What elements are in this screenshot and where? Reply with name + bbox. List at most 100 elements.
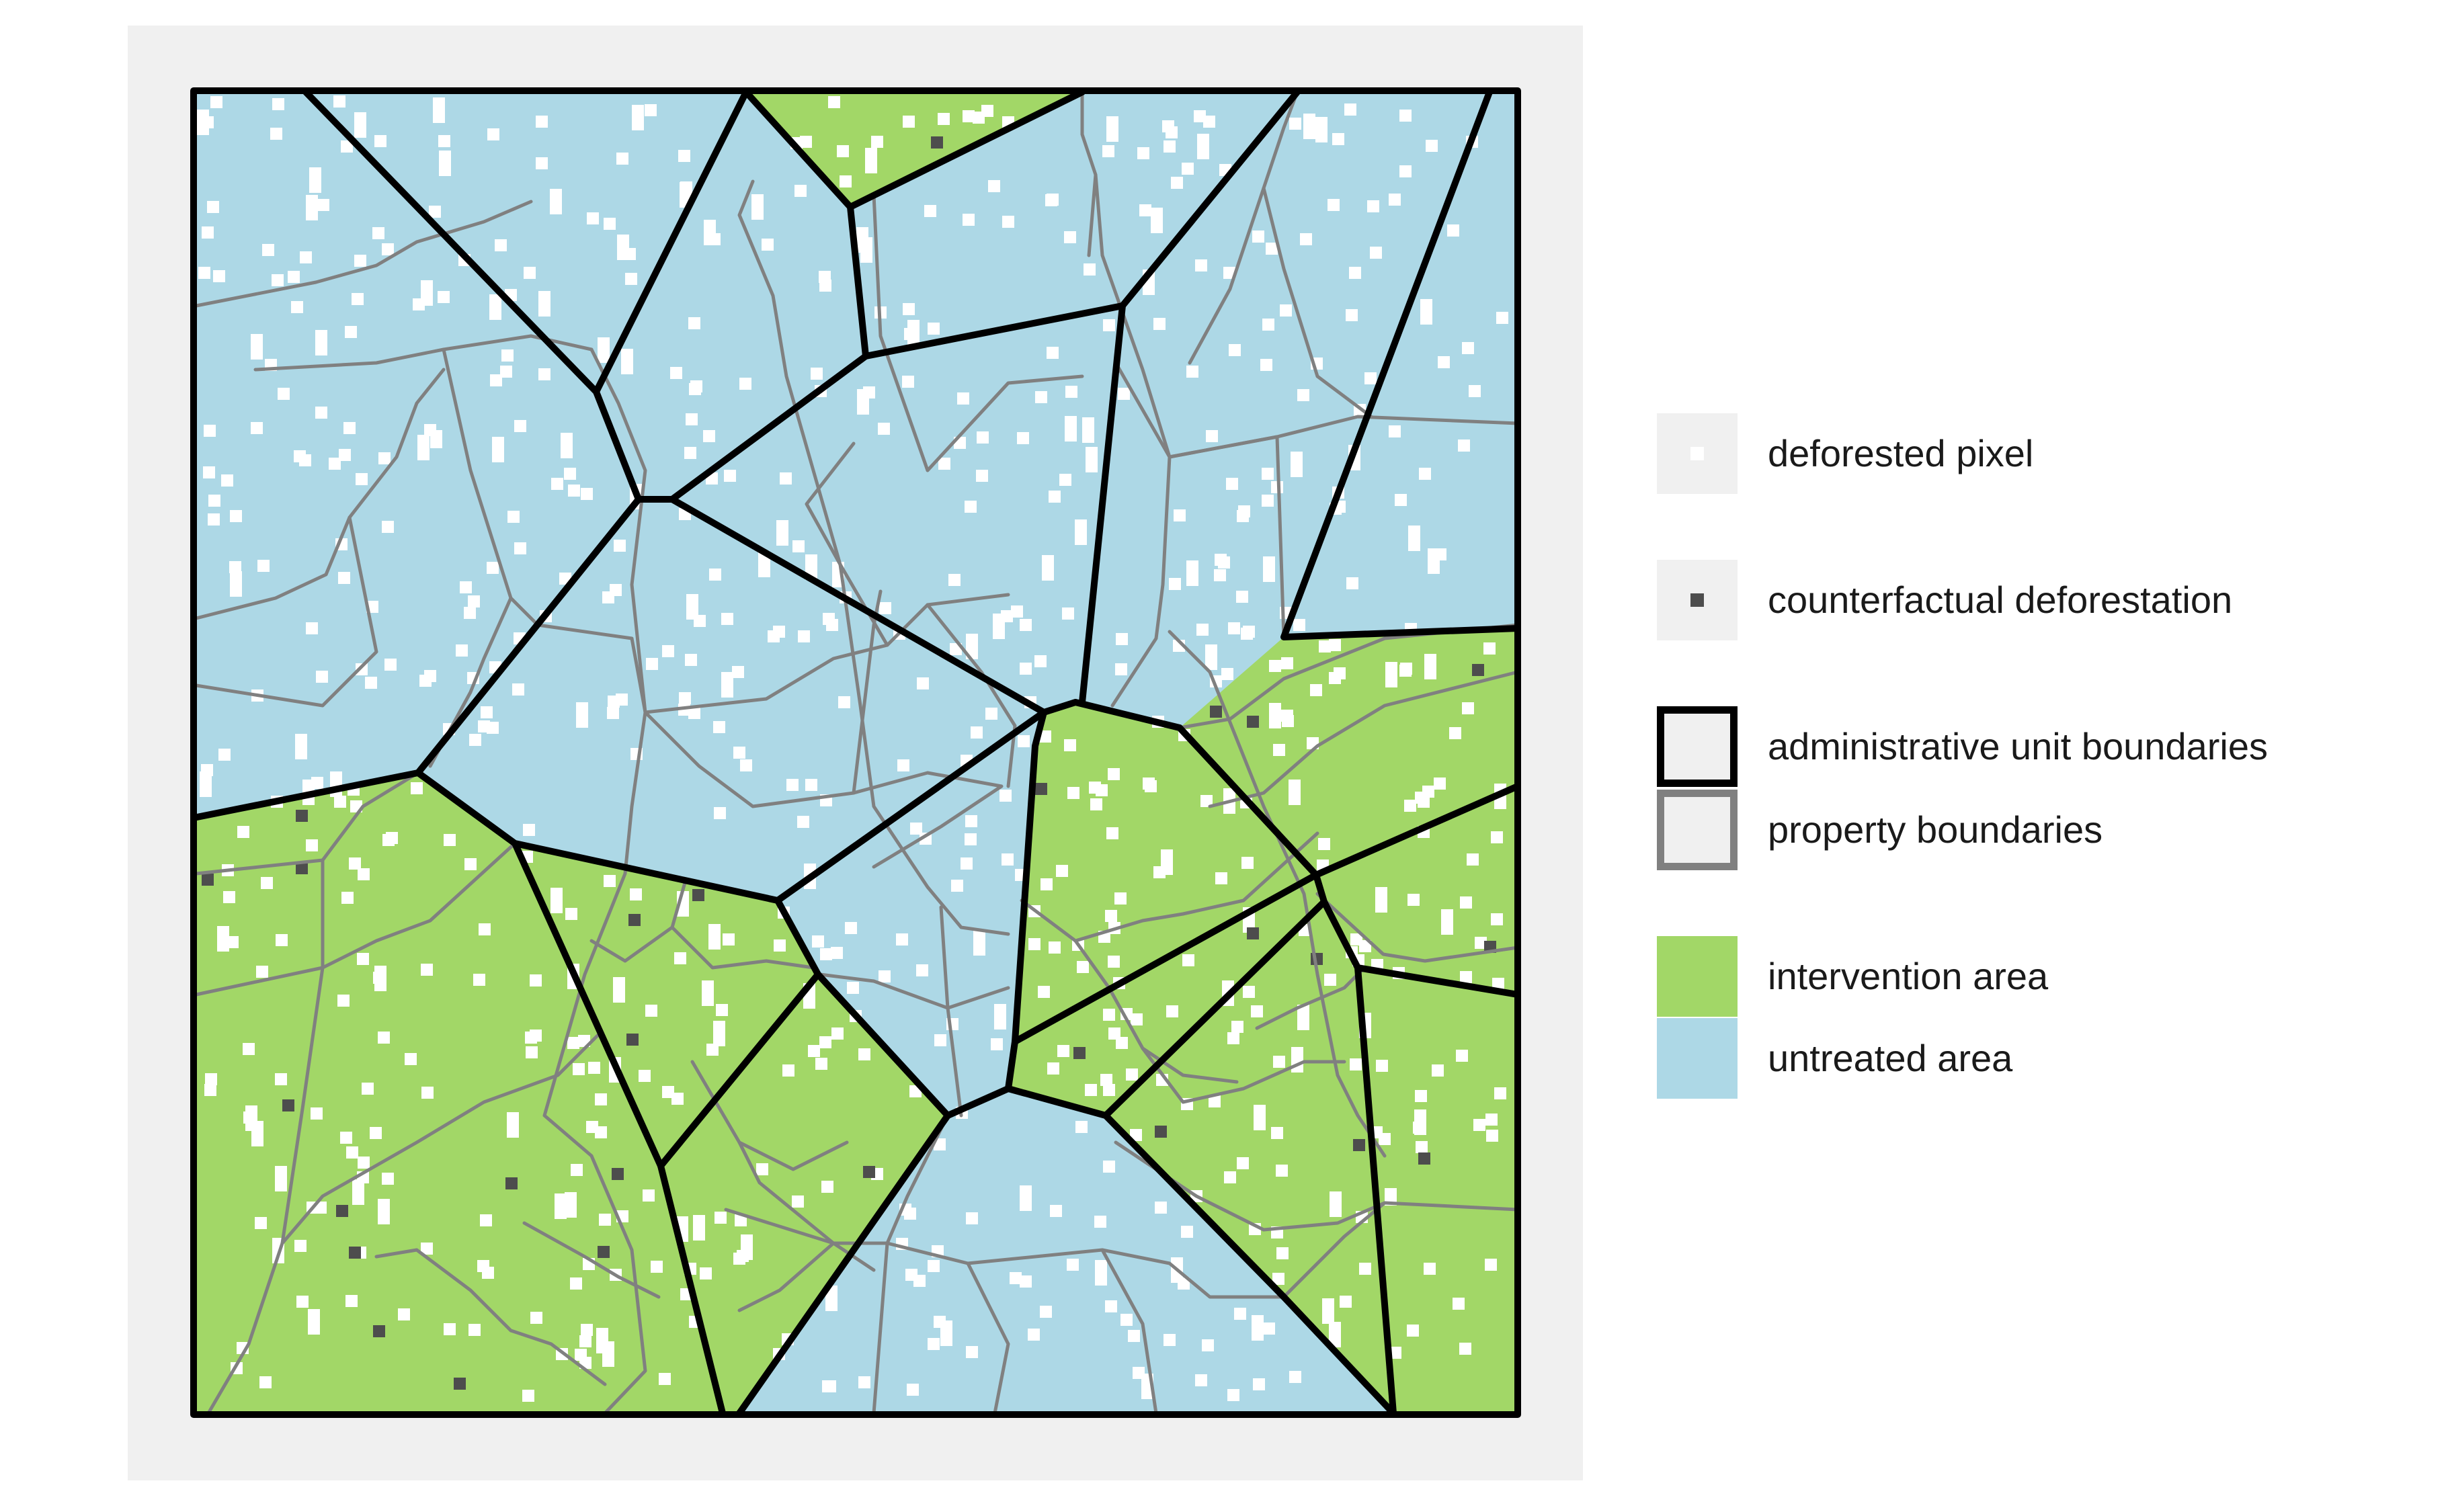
deforested-pixel [693,1215,705,1241]
deforested-pixel [567,1037,579,1049]
deforested-pixel [1332,133,1344,145]
deforested-pixel [1115,663,1127,675]
deforested-pixel [201,764,213,776]
deforested-pixel [792,1195,804,1208]
deforested-pixel [365,677,377,689]
deforested-pixel [573,1063,585,1075]
deforested-pixel [1214,569,1226,581]
deforested-pixel [1064,231,1076,243]
deforested-pixel [965,501,977,513]
deforested-pixel [243,1043,255,1055]
deforested-pixel [1195,1374,1207,1386]
deforested-pixel [896,933,908,946]
deforested-pixel [1447,224,1459,237]
deforested-pixel [308,1309,320,1335]
deforested-pixel [819,1036,831,1048]
deforested-pixel [1028,938,1040,950]
deforested-pixel [378,1032,390,1044]
deforested-pixel [295,734,307,759]
deforested-pixel [1293,619,1305,631]
deforested-pixel [957,392,969,405]
deforested-pixel [204,1084,216,1096]
deforested-pixel [1128,1330,1140,1342]
counterfactual-pixel [1247,716,1259,728]
legend-label: deforested pixel [1768,432,2034,474]
deforested-pixel [700,1267,712,1279]
deforested-pixel [1359,1263,1371,1275]
deforested-pixel [902,376,914,388]
deforested-pixel [1018,735,1030,747]
deforested-pixel [756,1163,768,1175]
deforested-pixel [1050,1205,1062,1217]
deforested-pixel [762,239,774,251]
legend-item-administrative-unit-boundaries: administrative unit boundaries [1657,706,2396,787]
deforested-pixel [1028,1329,1040,1341]
deforested-pixel [643,1189,655,1202]
deforested-pixel [1395,494,1407,506]
deforested-pixel [356,663,368,675]
deforested-pixel [1329,639,1341,651]
deforested-pixel [966,634,978,659]
deforested-pixel [341,892,354,904]
deforested-pixel [514,542,526,554]
deforested-pixel [916,964,928,976]
deforested-pixel [1376,1060,1388,1072]
deforested-pixel [382,1173,394,1185]
deforested-pixel [1227,1389,1239,1401]
deforested-pixel [1108,1027,1120,1040]
deforested-pixel [1202,1339,1214,1351]
deforested-pixel [1001,610,1013,622]
deforested-pixel [598,337,610,363]
deforested-pixel [524,267,536,279]
deforested-pixel [680,181,692,194]
deforested-pixel [198,267,210,279]
deforested-pixel [1065,386,1077,398]
deforested-pixel [417,435,430,460]
deforested-pixel [1103,319,1115,331]
deforested-pixel [536,157,548,169]
deforested-pixel [1303,114,1315,139]
deforested-pixel [800,136,812,148]
deforested-pixel [805,779,817,791]
counterfactual-pixel [692,889,704,901]
deforested-pixel [223,891,235,903]
deforested-pixel [948,574,961,586]
deforested-pixel [1067,1259,1079,1271]
deforested-pixel [203,466,215,478]
deforested-pixel [938,458,950,470]
deforested-pixel [910,823,922,835]
deforested-pixel [438,291,450,303]
deforested-pixel [1370,247,1382,259]
deforested-pixel [938,113,950,125]
deforested-pixel [621,349,633,374]
deforested-pixel [1346,577,1358,589]
deforested-pixel [257,560,270,572]
deforested-pixel [526,1046,538,1058]
deforested-pixel [924,205,936,217]
deforested-pixel [837,145,849,157]
deforested-pixel [1082,417,1094,443]
deforested-pixel [512,683,524,696]
deforested-pixel [398,1308,410,1320]
legend-key-untreated-area [1657,1018,1738,1099]
deforested-pixel [1266,243,1278,255]
deforested-pixel [651,1261,663,1273]
deforested-pixel [976,470,988,482]
deforested-pixel [965,833,977,845]
deforested-pixel [751,194,764,220]
deforested-pixel [1234,1308,1246,1320]
deforested-pixel [865,148,877,173]
deforested-pixel [1163,1334,1176,1346]
deforested-pixel [487,562,499,574]
counterfactual-pixel [349,1247,361,1259]
deforested-pixel [613,977,625,1003]
deforested-pixel [208,513,220,526]
deforested-pixel [1153,866,1166,878]
deforested-pixel [473,974,485,986]
counterfactual-pixel [336,1205,348,1217]
deforested-pixel [382,834,395,846]
deforested-pixel [940,1320,952,1346]
deforested-pixel [1469,385,1481,397]
deforested-pixel [973,112,985,124]
deforested-pixel [1237,1157,1249,1169]
